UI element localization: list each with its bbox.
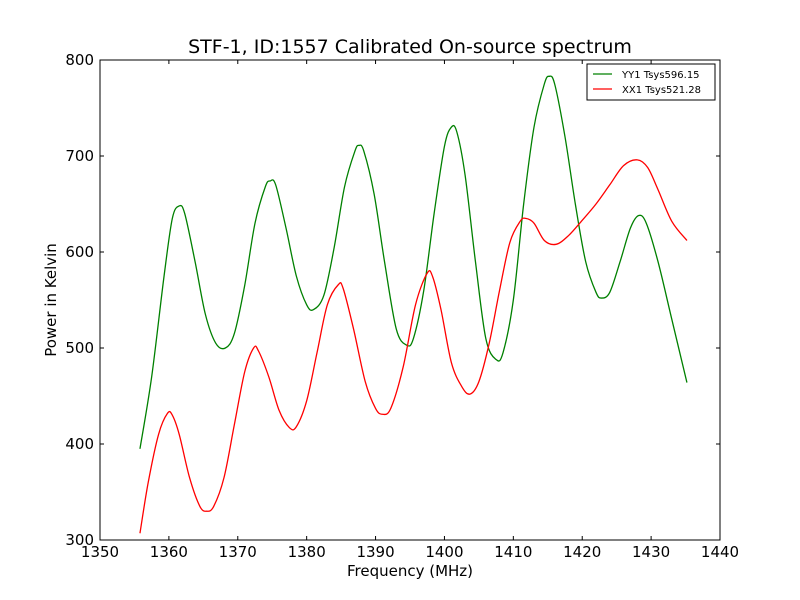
x-tick-label: 1430	[632, 543, 670, 561]
x-tick-label: 1400	[425, 543, 463, 561]
series-line-xx1	[139, 159, 688, 534]
legend-box	[586, 63, 716, 101]
y-tick-label: 300	[65, 531, 94, 549]
legend: YY1 Tsys596.15 XX1 Tsys521.28	[586, 63, 716, 101]
y-axis-label: Power in Kelvin	[42, 243, 60, 357]
x-axis: 1350 1360 1370 1380 1390 1400 1410 1420 1430 1440	[81, 60, 739, 561]
y-tick-label: 600	[65, 243, 94, 261]
plot-area: 1350 1360 1370 1380 1390 1400 1410 1420 1430 1440…	[65, 51, 739, 561]
series-line-yy1	[139, 75, 688, 449]
x-tick-label: 1360	[150, 543, 188, 561]
series-layer	[139, 75, 688, 534]
y-tick-label: 800	[65, 51, 94, 69]
x-tick-label: 1350	[81, 543, 119, 561]
y-tick-label: 700	[65, 147, 94, 165]
x-tick-label: 1370	[219, 543, 257, 561]
legend-label-yy1: YY1 Tsys596.15	[621, 70, 700, 81]
y-tick-label: 400	[65, 435, 94, 453]
legend-label-xx1: XX1 Tsys521.28	[622, 85, 701, 96]
x-tick-label: 1390	[356, 543, 394, 561]
plot-frame	[99, 59, 721, 541]
x-tick-label: 1380	[288, 543, 326, 561]
x-axis-label: Frequency (MHz)	[347, 562, 473, 580]
chart-title: STF-1, ID:1557 Calibrated On-source spec…	[188, 36, 632, 58]
x-tick-label: 1410	[494, 543, 532, 561]
x-tick-label: 1440	[701, 543, 739, 561]
y-tick-label: 500	[65, 339, 94, 357]
y-axis: 300 400 500 600 700 800	[65, 51, 720, 549]
x-tick-label: 1420	[563, 543, 601, 561]
